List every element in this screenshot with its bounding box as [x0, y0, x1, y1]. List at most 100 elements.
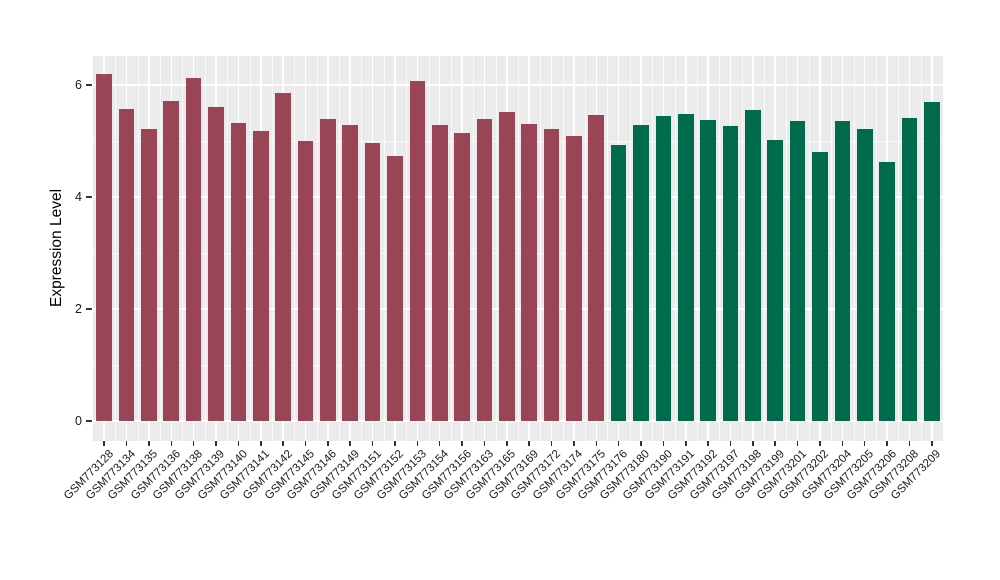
bar: [275, 93, 291, 421]
bar: [96, 73, 112, 421]
bar: [409, 81, 426, 421]
gridline-vertical-minor: [294, 56, 296, 441]
x-axis-tick: [192, 441, 195, 446]
bar: [700, 119, 716, 421]
gridline-vertical-minor: [831, 56, 833, 441]
gridline-vertical-minor: [629, 56, 631, 441]
gridline-vertical-minor: [696, 56, 698, 441]
gridline-vertical-minor: [786, 56, 788, 441]
x-axis-tick: [931, 441, 933, 446]
x-axis-tick: [685, 441, 687, 446]
gridline-vertical-minor: [518, 56, 519, 441]
gridline-vertical-minor: [271, 56, 273, 441]
gridline-vertical-minor: [450, 56, 452, 441]
x-axis-tick: [707, 441, 709, 446]
y-tick-label: 4: [75, 190, 82, 204]
x-axis-tick: [371, 441, 374, 446]
y-tick-label: 0: [75, 414, 82, 428]
bar: [722, 125, 739, 421]
y-axis-title: Expression Level: [48, 188, 65, 308]
y-tick-label: 6: [75, 78, 82, 92]
bar: [342, 125, 359, 421]
gridline-vertical-minor: [652, 56, 654, 441]
x-axis-tick: [819, 441, 821, 446]
x-axis-tick: [729, 441, 732, 446]
gridline-vertical-minor: [137, 56, 139, 441]
bar: [856, 128, 873, 421]
gridline-vertical-minor: [249, 56, 251, 441]
bar: [387, 156, 403, 421]
bar: [812, 152, 828, 421]
gridline-vertical-minor: [764, 56, 766, 441]
bar: [454, 132, 470, 421]
bar: [141, 128, 157, 421]
bar: [498, 111, 515, 421]
bar: [745, 110, 761, 421]
x-axis-tick: [573, 441, 575, 446]
x-axis-tick: [394, 441, 396, 446]
x-axis-tick: [550, 441, 553, 446]
bar: [789, 121, 806, 421]
bar: [879, 162, 895, 421]
bar: [431, 124, 448, 421]
bar: [677, 113, 694, 421]
gridline-vertical-minor: [406, 56, 408, 441]
gridline-vertical-minor: [383, 56, 385, 441]
gridline-vertical-minor: [361, 56, 363, 441]
x-axis-tick: [237, 441, 240, 446]
x-axis-tick: [640, 441, 642, 446]
x-axis-tick: [125, 441, 128, 446]
x-axis-tick: [461, 441, 463, 446]
x-axis-tick: [506, 441, 508, 446]
y-axis-tick: [86, 420, 92, 422]
gridline-vertical-minor: [316, 56, 318, 441]
gridline-vertical-minor: [808, 56, 810, 441]
x-axis-tick: [304, 441, 307, 446]
x-axis-tick: [841, 441, 844, 446]
x-axis-tick: [103, 441, 105, 446]
gridline-vertical-minor: [160, 56, 162, 441]
gridline-vertical-minor: [428, 56, 430, 441]
x-axis-tick: [796, 441, 799, 446]
x-axis-tick: [483, 441, 486, 446]
gridline-vertical-minor: [495, 56, 497, 441]
x-axis-tick: [886, 441, 888, 446]
x-axis-tick: [260, 441, 262, 446]
gridline-vertical-minor: [741, 56, 743, 441]
x-axis-tick: [282, 441, 284, 446]
bar: [208, 106, 224, 421]
bar: [588, 115, 605, 421]
bar: [834, 120, 851, 421]
gridline-vertical-minor: [562, 56, 564, 441]
gridline-vertical-minor: [339, 56, 341, 441]
x-axis-tick: [349, 441, 351, 446]
x-axis-tick: [215, 441, 217, 446]
gridline-vertical-minor: [898, 56, 900, 441]
gridline-vertical-minor: [227, 56, 229, 441]
x-axis-tick: [438, 441, 441, 446]
bar: [118, 109, 135, 421]
y-axis-tick: [86, 196, 92, 198]
bar: [610, 144, 627, 421]
bar: [633, 124, 649, 421]
x-axis-tick: [863, 441, 866, 446]
y-axis-tick: [86, 84, 92, 86]
gridline-vertical-minor: [853, 56, 855, 441]
gridline-vertical-minor: [182, 56, 184, 441]
bar: [521, 123, 537, 421]
gridline-vertical-minor: [920, 56, 922, 441]
bar: [655, 115, 672, 421]
bar: [320, 118, 336, 421]
gridline-vertical-minor: [875, 56, 877, 441]
x-axis-tick: [617, 441, 620, 446]
x-axis-tick: [148, 441, 150, 446]
bar: [543, 128, 560, 421]
plot-panel: [93, 56, 943, 441]
bar: [364, 142, 381, 421]
bar: [476, 118, 493, 421]
x-axis-tick: [416, 441, 419, 446]
bar: [566, 135, 582, 421]
x-axis-tick: [595, 441, 598, 446]
x-axis-tick: [662, 441, 665, 446]
